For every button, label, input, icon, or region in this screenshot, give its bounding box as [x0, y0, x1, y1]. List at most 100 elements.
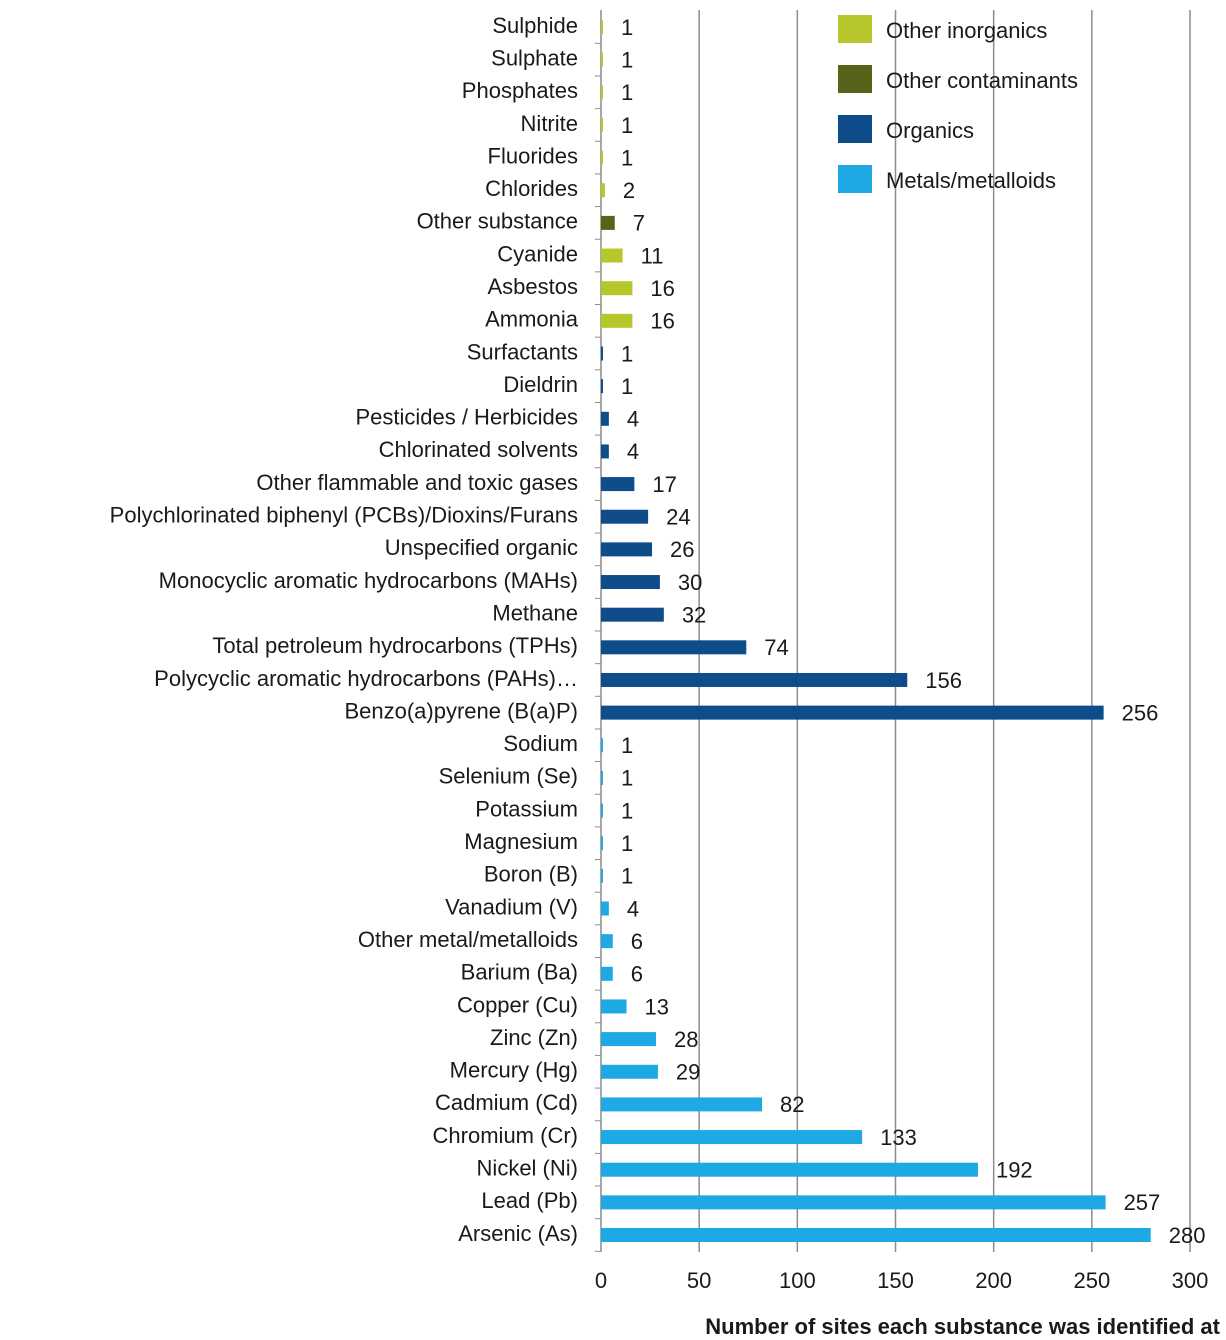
data-label: 1 — [621, 47, 633, 72]
bar — [601, 477, 635, 492]
x-tick-label: 50 — [687, 1268, 711, 1293]
data-label: 1 — [621, 145, 633, 170]
y-tick-label: Dieldrin — [503, 372, 578, 397]
legend-label: Other contaminants — [886, 68, 1078, 93]
bar — [601, 705, 1104, 720]
bar — [601, 346, 603, 361]
y-tick-label: Lead (Pb) — [481, 1188, 578, 1213]
bar — [601, 313, 633, 328]
legend-label: Other inorganics — [886, 18, 1047, 43]
y-tick-label: Other metal/metalloids — [358, 927, 578, 952]
bar — [601, 575, 660, 590]
legend-swatch — [838, 115, 872, 143]
y-tick-label: Pesticides / Herbicides — [355, 405, 578, 430]
data-label: 6 — [631, 929, 643, 954]
data-label: 26 — [670, 537, 694, 562]
y-tick-label: Ammonia — [485, 307, 579, 332]
y-tick-label: Benzo(a)pyrene (B(a)P) — [344, 698, 578, 723]
y-tick-label: Chlorides — [485, 176, 578, 201]
bar — [601, 215, 615, 230]
data-label: 1 — [621, 80, 633, 105]
y-tick-label: Chlorinated solvents — [379, 437, 578, 462]
x-tick-label: 0 — [595, 1268, 607, 1293]
x-tick-label: 100 — [779, 1268, 816, 1293]
bar — [601, 738, 603, 753]
data-label: 4 — [627, 407, 639, 432]
y-tick-label: Polychlorinated biphenyl (PCBs)/Dioxins/… — [110, 503, 578, 528]
bar — [601, 248, 623, 263]
bar — [601, 999, 627, 1014]
data-label: 1 — [621, 733, 633, 758]
y-tick-label: Selenium (Se) — [439, 764, 578, 789]
data-label: 133 — [880, 1125, 917, 1150]
y-tick-label: Fluorides — [488, 143, 578, 168]
y-tick-label: Methane — [492, 600, 578, 625]
y-tick-label: Other substance — [417, 209, 578, 234]
y-tick-label: Polycyclic aromatic hydrocarbons (PAHs)… — [154, 666, 578, 691]
x-tick-label: 300 — [1172, 1268, 1209, 1293]
bar — [601, 542, 653, 557]
y-tick-label: Zinc (Zn) — [490, 1025, 578, 1050]
bar — [601, 966, 613, 981]
data-label: 11 — [641, 243, 664, 268]
y-tick-label: Boron (B) — [484, 862, 578, 887]
data-label: 29 — [676, 1060, 700, 1085]
bar — [601, 1162, 978, 1177]
bar — [601, 672, 908, 687]
data-label: 192 — [996, 1158, 1033, 1183]
bar — [601, 640, 747, 655]
bar — [601, 1097, 762, 1112]
data-label: 4 — [627, 896, 639, 921]
bar — [601, 183, 605, 198]
data-label: 4 — [627, 439, 639, 464]
data-label: 6 — [631, 962, 643, 987]
bar — [601, 803, 603, 818]
bar — [601, 117, 603, 132]
data-label: 16 — [650, 276, 674, 301]
data-label: 32 — [682, 602, 706, 627]
y-tick-label: Cyanide — [497, 241, 578, 266]
legend-swatch — [838, 65, 872, 93]
data-label: 2 — [623, 178, 635, 203]
legend-label: Metals/metalloids — [886, 168, 1056, 193]
bar — [601, 607, 664, 622]
bar — [601, 836, 603, 851]
data-label: 1 — [621, 766, 633, 791]
data-label: 17 — [652, 472, 676, 497]
data-label: 257 — [1124, 1190, 1161, 1215]
y-tick-label: Magnesium — [464, 829, 578, 854]
bar — [601, 444, 609, 459]
data-label: 16 — [650, 309, 674, 334]
data-label: 82 — [780, 1092, 804, 1117]
y-tick-label: Asbestos — [488, 274, 579, 299]
y-tick-label: Sulphide — [492, 13, 578, 38]
data-label: 256 — [1122, 700, 1159, 725]
y-tick-label: Phosphates — [462, 78, 578, 103]
data-label: 74 — [764, 635, 788, 660]
data-label: 1 — [621, 341, 633, 366]
y-tick-label: Other flammable and toxic gases — [256, 470, 578, 495]
data-label: 28 — [674, 1027, 698, 1052]
y-tick-label: Sodium — [503, 731, 578, 756]
bar — [601, 1032, 656, 1047]
y-tick-label: Total petroleum hydrocarbons (TPHs) — [212, 633, 578, 658]
data-label: 30 — [678, 570, 702, 595]
data-label: 13 — [645, 994, 669, 1019]
bar — [601, 1195, 1106, 1210]
bar — [601, 379, 603, 394]
data-label: 156 — [925, 668, 962, 693]
data-label: 1 — [621, 113, 633, 138]
bar — [601, 1064, 658, 1079]
y-tick-label: Potassium — [475, 796, 578, 821]
data-label: 280 — [1169, 1223, 1206, 1248]
bar — [601, 901, 609, 916]
y-tick-label: Nickel (Ni) — [477, 1156, 578, 1181]
bar — [601, 1130, 863, 1145]
legend-swatch — [838, 15, 872, 43]
y-tick-label: Surfactants — [467, 339, 578, 364]
y-tick-label: Mercury (Hg) — [450, 1058, 578, 1083]
y-tick-label: Cadmium (Cd) — [435, 1090, 578, 1115]
bar — [601, 770, 603, 785]
x-tick-label: 250 — [1073, 1268, 1110, 1293]
